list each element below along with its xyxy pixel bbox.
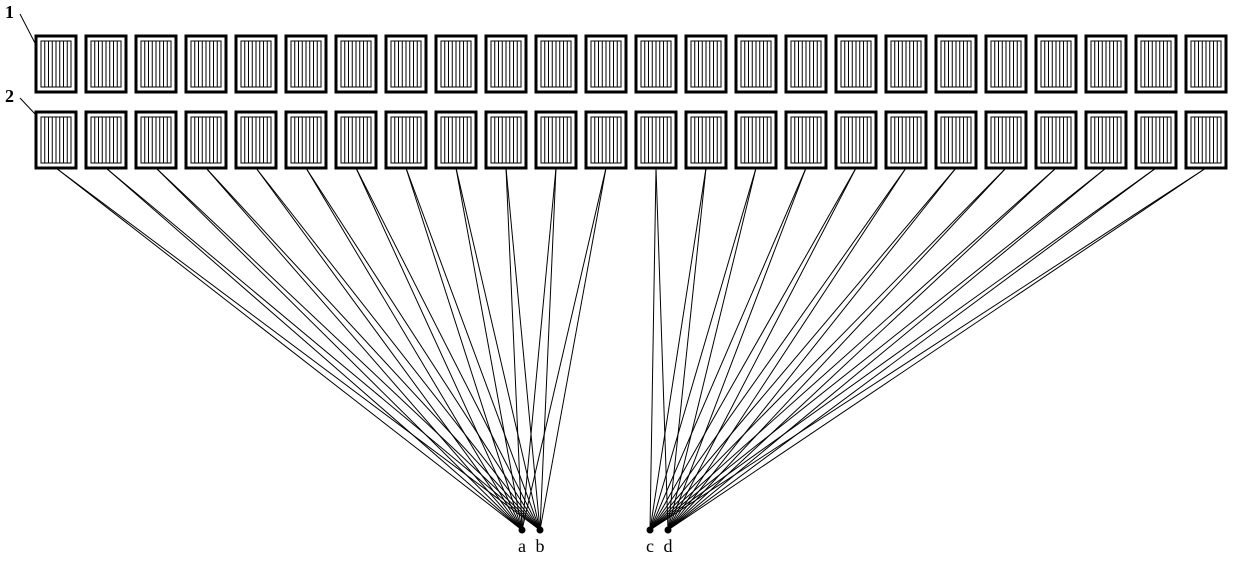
tile-row0-col5	[286, 36, 326, 92]
tile-row1-col22	[1136, 112, 1176, 168]
tile-row1-col1	[86, 112, 126, 168]
edge	[650, 168, 706, 530]
tile-row1-col13	[686, 112, 726, 168]
tile-row1-col10	[536, 112, 576, 168]
tile-row1-col21	[1086, 112, 1126, 168]
tile-row0-col18	[936, 36, 976, 92]
tile-row0-col13	[686, 36, 726, 92]
edge	[650, 168, 1056, 530]
edge	[522, 168, 606, 530]
tile-row0-col23	[1186, 36, 1226, 92]
edge	[650, 168, 856, 530]
edge	[356, 168, 522, 530]
sink-label-c: c	[646, 536, 654, 556]
tile-row0-col22	[1136, 36, 1176, 92]
tile-row0-col15	[786, 36, 826, 92]
tile-row1-col23	[1186, 112, 1226, 168]
tile-row0-col2	[136, 36, 176, 92]
edge	[540, 168, 606, 530]
edge	[668, 168, 1156, 530]
tile-row1-col18	[936, 112, 976, 168]
edge	[650, 168, 1106, 530]
tile-row1-col2	[136, 112, 176, 168]
tile-row1-col6	[336, 112, 376, 168]
callouts-layer: 12	[5, 2, 36, 115]
edge	[650, 168, 906, 530]
tile-row0-col8	[436, 36, 476, 92]
tile-row1-col12	[636, 112, 676, 168]
tile-row1-col4	[236, 112, 276, 168]
edge	[650, 168, 956, 530]
tile-row1-col0	[36, 112, 76, 168]
callout-leader-2	[20, 98, 36, 115]
tile-row1-col20	[1036, 112, 1076, 168]
sink-d	[665, 527, 672, 534]
sink-a	[519, 527, 526, 534]
sink-label-b: b	[536, 536, 545, 556]
sink-c	[647, 527, 654, 534]
tile-row0-col3	[186, 36, 226, 92]
edge	[650, 168, 1156, 530]
tile-row1-col16	[836, 112, 876, 168]
tile-row0-col11	[586, 36, 626, 92]
edge	[506, 168, 522, 530]
edge	[540, 168, 556, 530]
wiring-diagram: abcd 12	[0, 0, 1240, 572]
tile-row0-col10	[536, 36, 576, 92]
tile-row1-col5	[286, 112, 326, 168]
tile-row0-col9	[486, 36, 526, 92]
callout-label-1: 1	[5, 2, 14, 22]
callout-leader-1	[20, 14, 36, 45]
sinks-layer: ab cd	[518, 527, 673, 557]
tile-row1-col9	[486, 112, 526, 168]
tile-row0-col4	[236, 36, 276, 92]
tile-row0-col20	[1036, 36, 1076, 92]
edge	[256, 168, 522, 530]
tile-row0-col12	[636, 36, 676, 92]
tile-row1-col17	[886, 112, 926, 168]
tile-row1-col3	[186, 112, 226, 168]
edges-layer	[56, 168, 1206, 530]
edge	[668, 168, 1206, 530]
tile-row1-col19	[986, 112, 1026, 168]
edge	[206, 168, 522, 530]
edge	[156, 168, 522, 530]
sink-label-a: a	[518, 536, 526, 556]
edge	[522, 168, 556, 530]
edge	[650, 168, 656, 530]
tile-row1-col14	[736, 112, 776, 168]
callout-label-2: 2	[5, 86, 14, 106]
edge	[56, 168, 522, 530]
tile-row0-col0	[36, 36, 76, 92]
edge	[650, 168, 806, 530]
edge	[106, 168, 522, 530]
tile-row0-col17	[886, 36, 926, 92]
tile-row1-col7	[386, 112, 426, 168]
edge	[456, 168, 522, 530]
tile-row0-col6	[336, 36, 376, 92]
tile-row0-col14	[736, 36, 776, 92]
tile-row1-col15	[786, 112, 826, 168]
tile-row0-col16	[836, 36, 876, 92]
tile-row0-col19	[986, 36, 1026, 92]
tile-row0-col1	[86, 36, 126, 92]
tile-row0-col21	[1086, 36, 1126, 92]
tiles-layer	[36, 36, 1226, 168]
sink-b	[537, 527, 544, 534]
edge	[650, 168, 1206, 530]
sink-label-d: d	[664, 536, 673, 556]
tile-row0-col7	[386, 36, 426, 92]
tile-row1-col8	[436, 112, 476, 168]
tile-row1-col11	[586, 112, 626, 168]
